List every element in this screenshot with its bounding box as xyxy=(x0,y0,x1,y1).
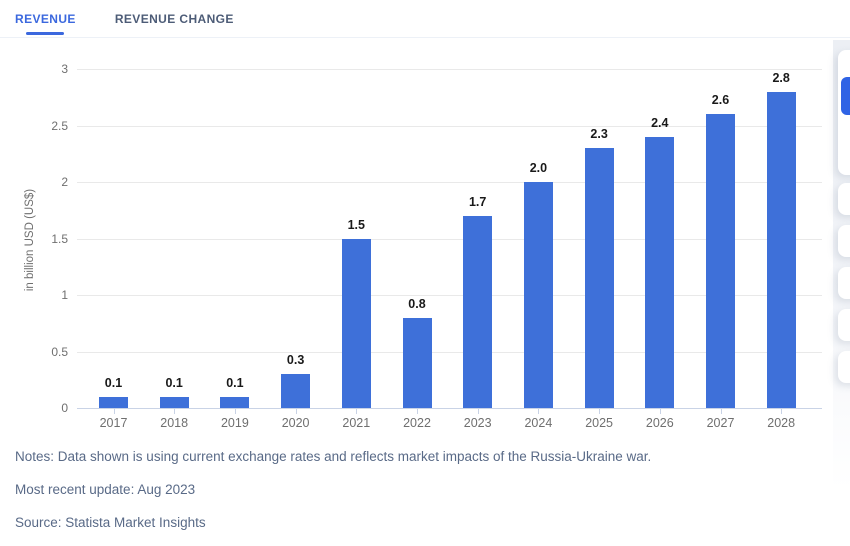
bar-value-label-2024: 2.0 xyxy=(529,161,548,175)
toolbar-primary-button[interactable] xyxy=(841,77,850,115)
gridline xyxy=(77,69,822,70)
gridline xyxy=(77,182,822,183)
x-axis-tick xyxy=(599,408,601,414)
x-axis-tick xyxy=(477,408,479,414)
x-axis-line xyxy=(77,408,822,409)
source-text: Source: Statista Market Insights xyxy=(15,515,206,530)
tab-revenue-change[interactable]: REVENUE CHANGE xyxy=(115,0,234,37)
x-axis-tick xyxy=(113,408,115,414)
y-tick-label: 1 xyxy=(61,288,68,302)
x-axis-label-2024: 2024 xyxy=(524,416,553,430)
x-axis-label-2023: 2023 xyxy=(463,416,492,430)
y-tick-label: 0 xyxy=(61,401,68,415)
bar-value-label-2017: 0.1 xyxy=(104,375,123,390)
x-axis-label-2028: 2028 xyxy=(767,416,796,430)
x-axis-tick xyxy=(417,408,418,414)
x-axis-label-2026: 2026 xyxy=(645,416,674,430)
gridline xyxy=(77,238,822,240)
bar-value-label-2019: 0.1 xyxy=(226,375,244,390)
bar-2027[interactable] xyxy=(706,114,735,408)
gridline xyxy=(77,125,822,127)
gridline xyxy=(77,351,822,353)
bar-2023[interactable] xyxy=(463,215,493,408)
x-axis-tick xyxy=(781,408,783,414)
y-tick-label: 2 xyxy=(61,175,68,189)
x-axis-label-2018: 2018 xyxy=(160,416,189,430)
bar-value-label-2021: 1.5 xyxy=(347,217,365,232)
y-tick-label: 1.5 xyxy=(51,231,68,246)
bar-value-label-2018: 0.1 xyxy=(165,375,183,390)
x-axis-tick xyxy=(720,408,722,414)
toolbar-button-1[interactable] xyxy=(838,183,850,215)
notes-text: Notes: Data shown is using current excha… xyxy=(15,449,652,464)
x-axis-label-2019: 2019 xyxy=(220,416,249,430)
x-axis-label-2021: 2021 xyxy=(342,416,371,430)
bar-2022[interactable] xyxy=(402,317,432,408)
bar-value-label-2027: 2.6 xyxy=(711,93,730,108)
gridline xyxy=(77,295,822,296)
bar-2026[interactable] xyxy=(645,136,675,408)
y-tick-label: 0.5 xyxy=(51,344,68,359)
bar-value-label-2026: 2.4 xyxy=(651,115,669,130)
toolbar-button-5[interactable] xyxy=(838,351,850,383)
y-tick-label: 2.5 xyxy=(51,118,68,133)
x-axis-label-2027: 2027 xyxy=(706,416,735,430)
toolbar-button-2[interactable] xyxy=(838,225,850,257)
bar-2021[interactable] xyxy=(341,238,371,408)
toolbar-button-4[interactable] xyxy=(838,309,850,341)
bar-value-label-2025: 2.3 xyxy=(590,127,608,142)
x-axis-label-2017: 2017 xyxy=(99,416,128,430)
bar-2024[interactable] xyxy=(523,182,553,408)
toolbar-button-3[interactable] xyxy=(838,267,850,299)
x-axis-tick xyxy=(174,408,176,414)
update-text: Most recent update: Aug 2023 xyxy=(15,482,196,497)
x-axis-label-2020: 2020 xyxy=(281,416,310,430)
x-axis-tick xyxy=(659,408,661,414)
x-axis-tick xyxy=(295,408,297,414)
y-tick-label: 3 xyxy=(61,62,68,76)
bar-value-label-2022: 0.8 xyxy=(408,296,426,311)
bar-2028[interactable] xyxy=(766,91,796,408)
bar-2020[interactable] xyxy=(281,374,311,408)
y-axis-title: in billion USD (US$) xyxy=(24,188,36,292)
bar-value-label-2023: 1.7 xyxy=(468,194,487,209)
tab-bar: REVENUE REVENUE CHANGE xyxy=(0,0,850,38)
x-axis-tick xyxy=(234,408,236,414)
bar-2017[interactable] xyxy=(99,396,128,408)
x-axis-tick xyxy=(538,408,540,414)
bar-2019[interactable] xyxy=(220,396,250,408)
bar-2025[interactable] xyxy=(584,148,614,408)
bar-value-label-2020: 0.3 xyxy=(286,353,305,368)
tab-revenue-change-label: REVENUE CHANGE xyxy=(114,11,234,26)
bar-chart: in billion USD (US$) 0 0.5 1 1.5 2 2.5 3 0.1 201… xyxy=(0,38,850,444)
active-tab-underline xyxy=(26,32,65,35)
x-axis-label-2025: 2025 xyxy=(585,416,613,430)
x-axis-tick xyxy=(356,408,358,414)
bar-2018[interactable] xyxy=(159,396,189,408)
x-axis-label-2022: 2022 xyxy=(403,416,431,430)
tab-revenue[interactable]: REVENUE xyxy=(15,0,76,37)
bar-value-label-2028: 2.8 xyxy=(772,70,790,85)
chart-footer: Notes: Data shown is using current excha… xyxy=(15,447,835,546)
tab-revenue-label: REVENUE xyxy=(15,11,76,26)
